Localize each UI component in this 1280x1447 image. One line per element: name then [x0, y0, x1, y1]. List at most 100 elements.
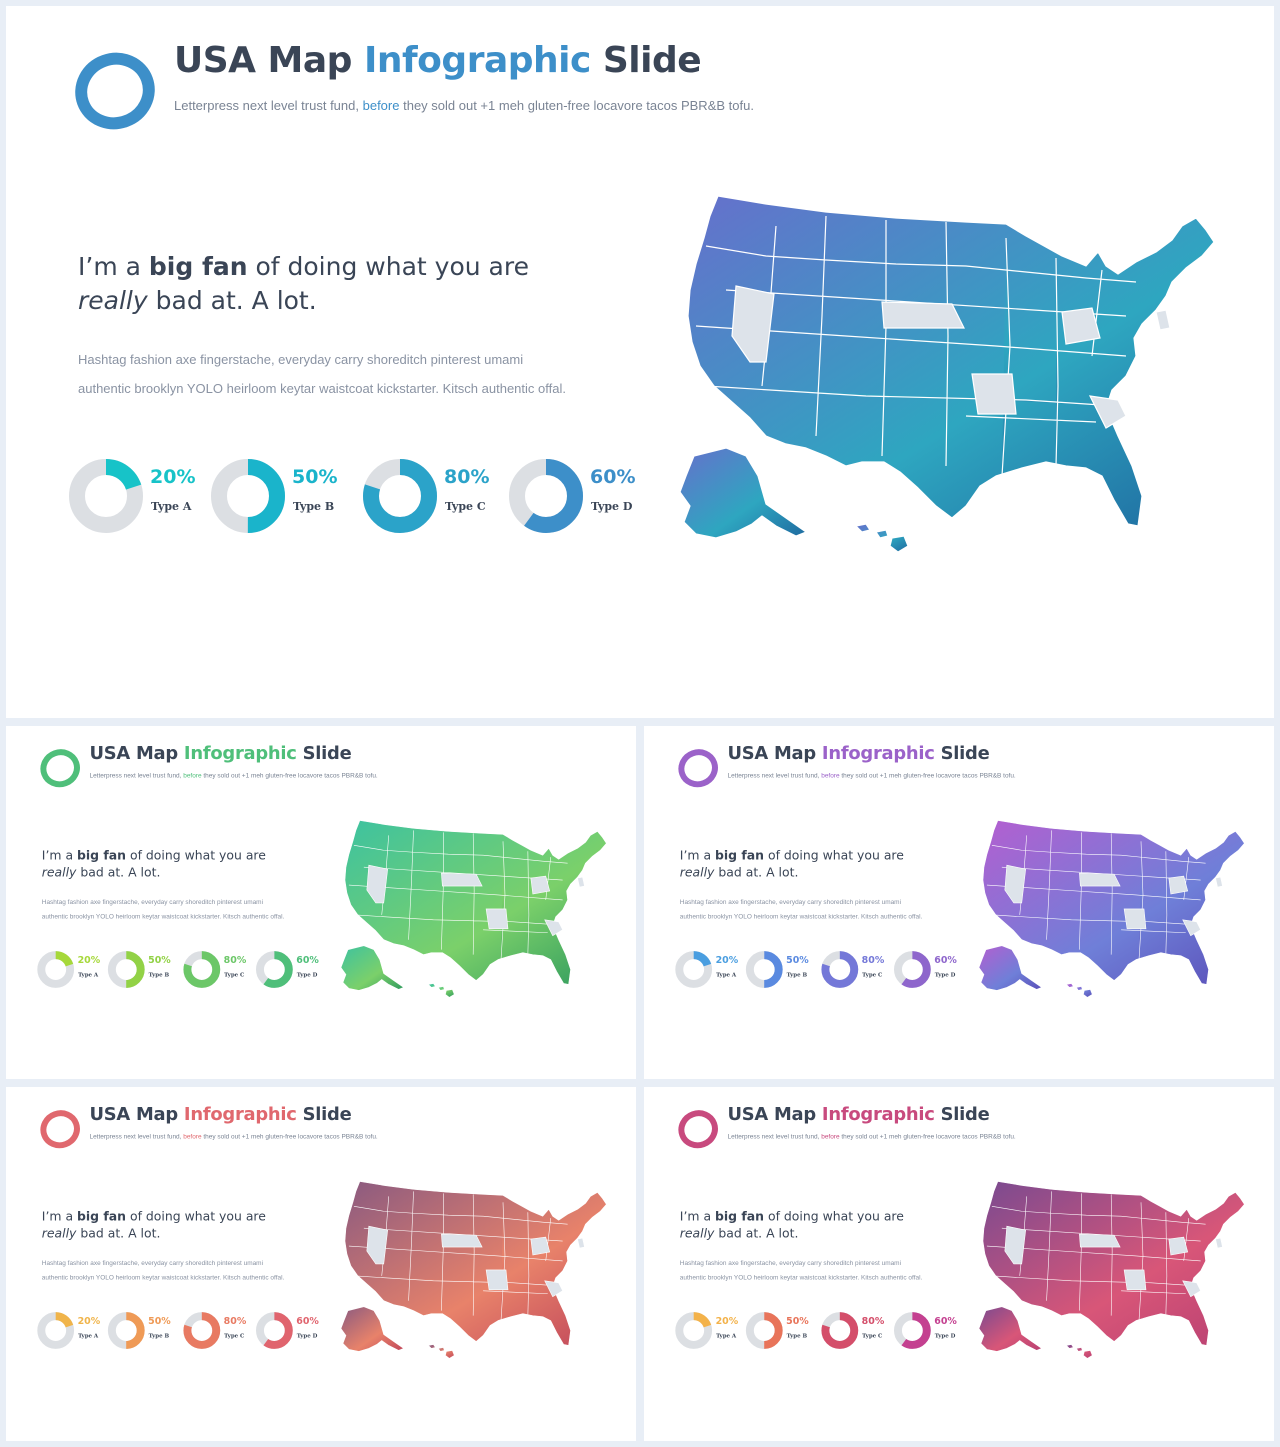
ring-logo-icon — [678, 749, 718, 788]
donut-chart-4 — [255, 1312, 293, 1349]
donut-value-arc — [745, 1312, 783, 1349]
title-accent-word: Infographic — [821, 742, 935, 764]
title-part-3: Slide — [940, 1103, 990, 1125]
donut-value-arc — [37, 951, 75, 988]
donut-percent: 20% — [715, 1315, 739, 1327]
donut-value-arc — [37, 1312, 75, 1349]
ring-logo-icon — [40, 1110, 80, 1149]
donut-label: Type B — [293, 500, 335, 513]
headline-italic: really — [41, 865, 77, 880]
subtitle-part-3: they sold out +1 meh gluten-free locavor… — [203, 1132, 378, 1141]
headline-part-2: of doing what you are — [129, 848, 266, 863]
headline-part-3: bad at. A lot. — [155, 286, 317, 315]
headline-bold: big fan — [77, 1209, 127, 1224]
donut-4: 60% Type D — [893, 1312, 968, 1352]
donut-percent: 60% — [590, 466, 636, 488]
donut-1: 20% Type A — [37, 951, 112, 991]
title-accent-word: Infographic — [183, 742, 297, 764]
slide-subtitle: Letterpress next level trust fund, befor… — [89, 772, 377, 779]
subtitle-part-3: they sold out +1 meh gluten-free locavor… — [841, 1132, 1016, 1141]
donut-value-arc — [69, 459, 143, 533]
donut-value-arc — [745, 951, 783, 988]
subtitle-part-1: Letterpress next level trust fund, — [89, 1132, 182, 1141]
donut-label: Type A — [716, 1332, 737, 1339]
subtitle-link-word: before — [821, 1132, 840, 1141]
donut-label: Type B — [786, 971, 808, 978]
headline: I’m a big fan of doing what you are real… — [78, 250, 529, 318]
title-accent-word: Infographic — [183, 1103, 297, 1125]
donut-2: 50% Type B — [107, 1312, 182, 1352]
donut-chart-4 — [893, 1312, 931, 1349]
donut-percent: 60% — [934, 954, 957, 966]
donut-chart-1 — [69, 459, 143, 533]
headline-part-2: of doing what you are — [767, 1209, 904, 1224]
headline-part-1: I’m a — [679, 1209, 712, 1224]
donut-percent: 50% — [786, 954, 809, 966]
donut-value-arc — [821, 1312, 859, 1349]
donut-chart-2 — [745, 1312, 783, 1349]
headline-part-2: of doing what you are — [767, 848, 904, 863]
headline-bold: big fan — [715, 1209, 765, 1224]
headline: I’m a big fan of doing what you are real… — [680, 847, 904, 881]
donut-chart-4 — [255, 951, 293, 988]
donut-chart-3 — [821, 951, 859, 988]
slide-title: USA Map Infographic Slide — [89, 743, 351, 763]
donut-2: 50% Type B — [210, 458, 360, 538]
slide-red-variant: USA Map Infographic Slide Letterpress ne… — [6, 1087, 636, 1441]
donut-4: 60% Type D — [508, 458, 658, 538]
donut-chart-3 — [183, 1312, 221, 1349]
headline-part-2: of doing what you are — [255, 252, 529, 281]
donut-label: Type C — [224, 971, 245, 978]
body-paragraph: Hashtag fashion axe fingerstache, everyd… — [41, 897, 285, 920]
headline-part-3: bad at. A lot. — [718, 1226, 799, 1241]
subtitle-part-3: they sold out +1 meh gluten-free locavor… — [203, 771, 378, 780]
slide-title: USA Map Infographic Slide — [727, 1104, 989, 1124]
donut-label: Type B — [148, 1332, 170, 1339]
donut-value-arc — [211, 459, 285, 533]
donut-3: 80% Type C — [821, 1312, 896, 1352]
slide-subtitle: Letterpress next level trust fund, befor… — [727, 1133, 1015, 1140]
slide-green-variant: USA Map Infographic Slide Letterpress ne… — [6, 726, 636, 1079]
headline: I’m a big fan of doing what you are real… — [680, 1208, 904, 1242]
headline-bold: big fan — [77, 848, 127, 863]
headline-part-3: bad at. A lot. — [80, 865, 161, 880]
donut-4: 60% Type D — [255, 1312, 330, 1352]
title-part-3: Slide — [302, 1103, 352, 1125]
donut-percent: 20% — [715, 954, 739, 966]
usa-map-image — [340, 1181, 607, 1359]
subtitle-link-word: before — [183, 771, 202, 780]
donut-percent: 80% — [861, 1315, 885, 1327]
slide-purple-variant: USA Map Infographic Slide Letterpress ne… — [644, 726, 1274, 1079]
donut-label: Type D — [591, 500, 633, 513]
donut-value-arc — [675, 951, 713, 988]
donut-percent: 50% — [292, 466, 338, 488]
donut-percent: 50% — [148, 954, 171, 966]
donut-1: 20% Type A — [675, 951, 750, 991]
ring-logo-icon — [40, 749, 80, 788]
donut-value-arc — [183, 951, 221, 988]
donut-chart-1 — [675, 951, 713, 988]
donut-4: 60% Type D — [893, 951, 968, 991]
donut-label: Type A — [151, 500, 192, 513]
donut-value-arc — [183, 1312, 221, 1349]
donut-label: Type C — [445, 500, 486, 513]
subtitle-link-word: before — [362, 98, 400, 113]
title-part-3: Slide — [302, 742, 352, 764]
subtitle-part-1: Letterpress next level trust fund, — [727, 771, 820, 780]
subtitle-part-1: Letterpress next level trust fund, — [89, 771, 182, 780]
subtitle-part-1: Letterpress next level trust fund, — [174, 98, 359, 113]
headline-part-2: of doing what you are — [129, 1209, 266, 1224]
headline-part-3: bad at. A lot. — [80, 1226, 161, 1241]
headline-part-1: I’m a — [78, 252, 141, 281]
title-part-1: USA Map — [89, 742, 178, 764]
donut-percent: 50% — [148, 1315, 171, 1327]
headline-italic: really — [679, 1226, 715, 1241]
donut-label: Type C — [862, 1332, 883, 1339]
donut-value-arc — [675, 1312, 713, 1349]
donut-chart-4 — [509, 459, 583, 533]
headline-part-1: I’m a — [41, 848, 74, 863]
title-accent-word: Infographic — [364, 40, 591, 81]
donut-label: Type D — [296, 971, 318, 978]
donut-chart-3 — [821, 1312, 859, 1349]
donut-2: 50% Type B — [107, 951, 182, 991]
